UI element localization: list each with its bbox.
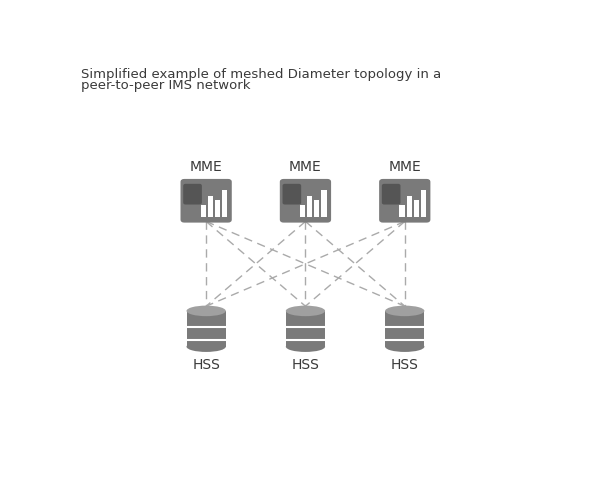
Ellipse shape <box>187 342 226 352</box>
Bar <box>385 311 424 347</box>
FancyBboxPatch shape <box>414 201 419 218</box>
Ellipse shape <box>286 306 325 317</box>
Ellipse shape <box>187 306 226 317</box>
FancyBboxPatch shape <box>379 180 430 223</box>
Text: HSS: HSS <box>391 357 419 371</box>
FancyBboxPatch shape <box>421 191 426 218</box>
FancyBboxPatch shape <box>382 184 401 205</box>
FancyBboxPatch shape <box>280 180 331 223</box>
FancyBboxPatch shape <box>222 191 227 218</box>
FancyBboxPatch shape <box>406 196 412 218</box>
Text: Simplified example of meshed Diameter topology in a: Simplified example of meshed Diameter to… <box>82 68 442 81</box>
FancyBboxPatch shape <box>308 196 312 218</box>
FancyBboxPatch shape <box>183 184 202 205</box>
Text: HSS: HSS <box>192 357 220 371</box>
Text: peer-to-peer IMS network: peer-to-peer IMS network <box>82 79 251 92</box>
Text: HSS: HSS <box>291 357 319 371</box>
Ellipse shape <box>385 306 424 317</box>
FancyBboxPatch shape <box>181 180 232 223</box>
FancyBboxPatch shape <box>300 205 305 218</box>
Ellipse shape <box>286 342 325 352</box>
Bar <box>187 311 226 347</box>
Text: MME: MME <box>289 159 322 173</box>
FancyBboxPatch shape <box>208 196 213 218</box>
Ellipse shape <box>385 342 424 352</box>
FancyBboxPatch shape <box>321 191 327 218</box>
FancyBboxPatch shape <box>215 201 220 218</box>
FancyBboxPatch shape <box>399 205 405 218</box>
Text: MME: MME <box>190 159 222 173</box>
FancyBboxPatch shape <box>314 201 319 218</box>
FancyBboxPatch shape <box>283 184 301 205</box>
Bar <box>286 311 325 347</box>
FancyBboxPatch shape <box>201 205 206 218</box>
Text: MME: MME <box>389 159 421 173</box>
